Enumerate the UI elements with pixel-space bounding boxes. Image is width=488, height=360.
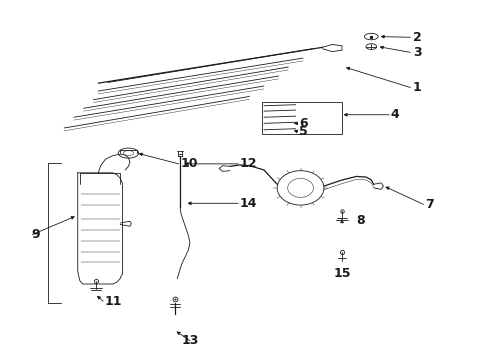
Text: 15: 15: [333, 267, 350, 280]
Text: 12: 12: [239, 157, 257, 170]
Text: 9: 9: [31, 228, 40, 241]
Text: 6: 6: [299, 117, 307, 130]
Text: 10: 10: [180, 157, 197, 170]
Text: 14: 14: [239, 197, 257, 210]
Text: 5: 5: [299, 125, 307, 138]
Text: 4: 4: [390, 108, 399, 121]
Text: 2: 2: [412, 31, 421, 44]
Text: 13: 13: [181, 334, 198, 347]
Text: 3: 3: [412, 46, 421, 59]
Text: 7: 7: [424, 198, 433, 211]
Text: 1: 1: [412, 81, 421, 94]
Text: 11: 11: [104, 295, 122, 308]
Text: 8: 8: [356, 214, 365, 227]
